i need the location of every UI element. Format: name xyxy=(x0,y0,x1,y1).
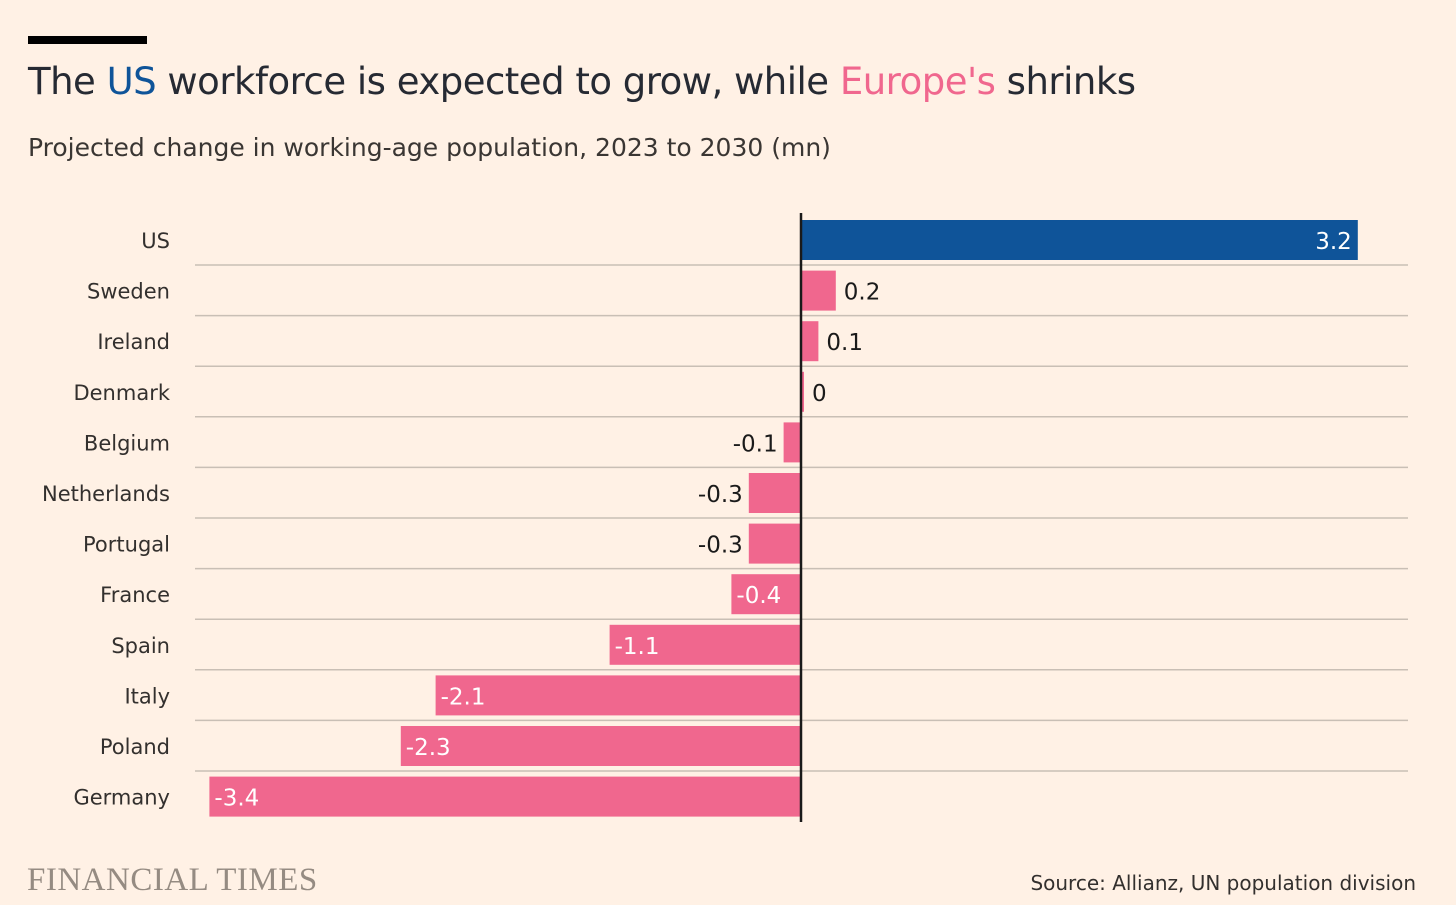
category-label: Poland xyxy=(100,735,170,759)
bar-portugal xyxy=(748,523,801,564)
data-label: -0.3 xyxy=(698,482,743,508)
category-label: Sweden xyxy=(87,280,170,304)
category-label: Spain xyxy=(111,634,170,658)
data-label: 0 xyxy=(812,381,827,407)
title-prefix: The xyxy=(28,60,107,103)
category-label: Germany xyxy=(73,786,170,810)
title-europe-highlight: Europe's xyxy=(839,60,996,103)
bar-denmark xyxy=(801,371,804,412)
category-label: Denmark xyxy=(73,381,170,405)
data-label: -1.1 xyxy=(615,634,660,660)
category-label: Netherlands xyxy=(42,482,170,506)
chart-title: The US workforce is expected to grow, wh… xyxy=(28,60,1136,103)
bar-germany xyxy=(209,776,801,817)
bar-belgium xyxy=(783,422,801,463)
category-label: Ireland xyxy=(97,330,170,354)
bar-poland xyxy=(400,726,801,766)
data-label: -0.1 xyxy=(733,431,778,457)
bar-us xyxy=(801,220,1358,260)
ft-logo: FINANCIAL TIMES xyxy=(27,862,318,898)
data-label: -0.3 xyxy=(698,533,743,559)
bar-sweden xyxy=(801,270,836,311)
data-label: -2.1 xyxy=(441,684,486,710)
category-label: US xyxy=(141,229,170,253)
category-label: Portugal xyxy=(83,533,170,557)
data-label: 0.2 xyxy=(844,280,881,306)
title-us-highlight: US xyxy=(106,60,157,103)
bar-italy xyxy=(435,675,801,716)
data-label: -0.4 xyxy=(736,583,781,609)
title-accent-bar xyxy=(28,36,147,44)
category-label: Belgium xyxy=(84,431,170,455)
data-label: -3.4 xyxy=(214,786,259,812)
category-label: Italy xyxy=(124,684,170,708)
bar-ireland xyxy=(801,321,819,362)
bar-spain xyxy=(609,624,801,665)
category-label: France xyxy=(100,583,170,607)
bar-netherlands xyxy=(748,473,801,513)
data-label: 0.1 xyxy=(826,330,863,356)
chart-subtitle: Projected change in working-age populati… xyxy=(28,133,831,162)
source-note: Source: Allianz, UN population division xyxy=(1030,871,1416,895)
bar-france xyxy=(731,574,801,615)
data-label: -2.3 xyxy=(406,735,451,761)
data-label: 3.2 xyxy=(1315,229,1352,255)
title-middle: workforce is expected to grow, while xyxy=(156,60,840,103)
title-suffix: shrinks xyxy=(995,60,1136,103)
